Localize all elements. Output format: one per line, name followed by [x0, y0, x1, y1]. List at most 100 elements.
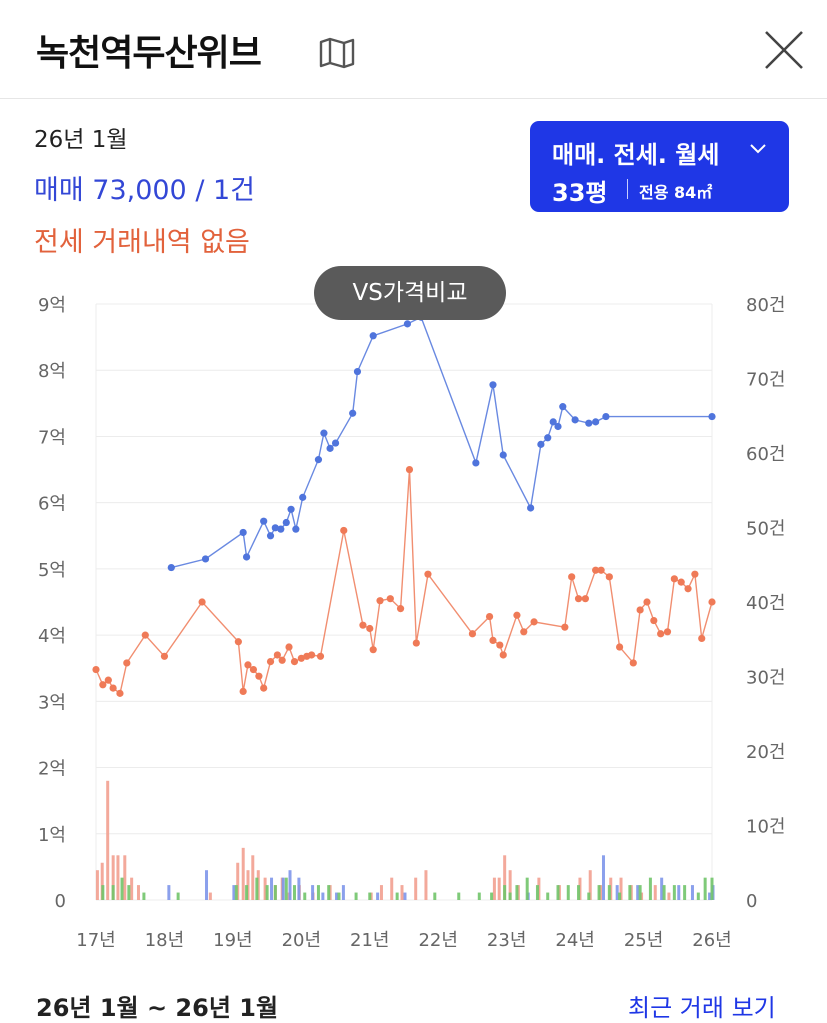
price-chart: 0 1억 2억 3억 4억 5억 6억 7억 8억 9억 0 10건 20건 30건 40건 50건 60건 70… [38, 295, 785, 951]
point-sale [320, 429, 328, 437]
period-date: 26년 1월 [34, 127, 128, 153]
point-jeonse [255, 672, 263, 680]
volume-bar-jeonse [111, 855, 115, 900]
point-sale [708, 412, 716, 421]
point-jeonse [359, 621, 367, 629]
point-jeonse [369, 646, 377, 654]
point-jeonse [316, 652, 325, 660]
header-bar: 녹천역두산위브 [0, 0, 827, 99]
point-sale [314, 456, 323, 464]
volume-bar-monthly [638, 885, 642, 900]
volume-bar-jeonse [588, 870, 592, 900]
volume-bar-jeonse [497, 877, 501, 900]
volume-bar-jeonse [508, 870, 512, 900]
volume-bar-sale [677, 885, 681, 900]
volume-bar-jeonse [116, 855, 120, 900]
volume-bar-sale [690, 885, 694, 900]
point-jeonse [141, 631, 149, 639]
point-jeonse [366, 624, 374, 633]
point-sale [489, 381, 497, 389]
point-jeonse [405, 465, 414, 474]
point-jeonse [198, 598, 206, 606]
point-jeonse [104, 676, 112, 684]
volume-bar-monthly [683, 885, 687, 900]
volume-bar-jeonse [95, 870, 99, 900]
point-jeonse [663, 628, 672, 636]
x-tick-label: 19년 [213, 930, 252, 951]
point-jeonse [650, 616, 658, 625]
point-jeonse [116, 689, 124, 697]
point-sale [201, 555, 210, 563]
volume-bar-sale [660, 877, 664, 900]
volume-bar-monthly [176, 892, 180, 900]
vs-compare-button[interactable]: VS가격비교 [314, 266, 506, 320]
point-jeonse [234, 638, 242, 646]
chevron-down-icon [750, 144, 766, 154]
point-jeonse [266, 658, 275, 666]
line-sale [171, 316, 712, 569]
y-right-tick-label: 10건 [746, 817, 785, 838]
x-tick-label: 25년 [624, 930, 663, 951]
point-jeonse [513, 611, 521, 619]
volume-bar-sale [615, 885, 619, 900]
point-sale [527, 504, 535, 512]
point-sale [331, 439, 340, 447]
point-jeonse [285, 643, 293, 651]
volume-bar-sale [205, 870, 209, 900]
point-sale [602, 412, 610, 421]
map-icon[interactable] [318, 36, 356, 70]
volume-bar-jeonse [424, 870, 428, 900]
point-sale [271, 524, 279, 532]
point-jeonse [530, 618, 538, 626]
point-jeonse [278, 656, 286, 664]
volume-bar-monthly [142, 892, 146, 900]
volume-bar-monthly [662, 885, 666, 900]
point-sale [585, 419, 593, 427]
volume-bar-monthly [515, 885, 519, 900]
recent-deals-link[interactable]: 최근 거래 보기 [628, 994, 776, 1022]
volume-bar-jeonse [400, 885, 404, 900]
point-jeonse [561, 623, 569, 631]
volume-bar-jeonse [414, 877, 418, 900]
point-jeonse [670, 575, 678, 583]
point-sale [499, 451, 507, 459]
point-sale [544, 434, 552, 442]
point-jeonse [244, 661, 252, 669]
volume-bar-jeonse [251, 855, 255, 900]
point-jeonse [499, 651, 507, 659]
point-jeonse [340, 526, 348, 535]
point-jeonse [643, 598, 651, 606]
point-sale [287, 505, 295, 513]
deal-type-filter-button[interactable]: 매매. 전세. 월세 33평 전용 84㎡ [530, 121, 789, 212]
volume-bar-jeonse [263, 877, 267, 900]
point-jeonse [273, 651, 281, 659]
point-sale [167, 563, 175, 572]
x-tick-label: 26년 [692, 930, 731, 951]
volume-bar-sale [601, 855, 605, 900]
point-jeonse [691, 570, 699, 578]
point-jeonse [468, 630, 477, 638]
y-right-tick-label: 60건 [746, 444, 785, 465]
point-sale [369, 332, 377, 340]
point-jeonse [99, 681, 107, 689]
point-jeonse [412, 639, 420, 647]
point-jeonse [308, 651, 316, 659]
point-sale [537, 440, 545, 448]
point-sale [554, 422, 562, 431]
volume-bar-jeonse [492, 877, 496, 900]
point-sale [292, 525, 300, 533]
volume-bar-monthly [457, 892, 461, 900]
volume-bar-jeonse [236, 862, 240, 900]
close-icon[interactable] [760, 26, 808, 74]
page-title: 녹천역두산위브 [36, 33, 262, 74]
volume-bar-sale [636, 885, 640, 900]
volume-bar-monthly [316, 885, 320, 900]
point-jeonse [424, 570, 432, 578]
point-jeonse [568, 573, 576, 581]
volume-bar-jeonse [100, 862, 104, 900]
volume-bar-monthly [292, 885, 296, 900]
volume-bar-jeonse [379, 885, 383, 900]
volume-bar-sale [403, 892, 407, 900]
volume-bar-sale [281, 877, 285, 900]
point-jeonse [684, 585, 692, 593]
